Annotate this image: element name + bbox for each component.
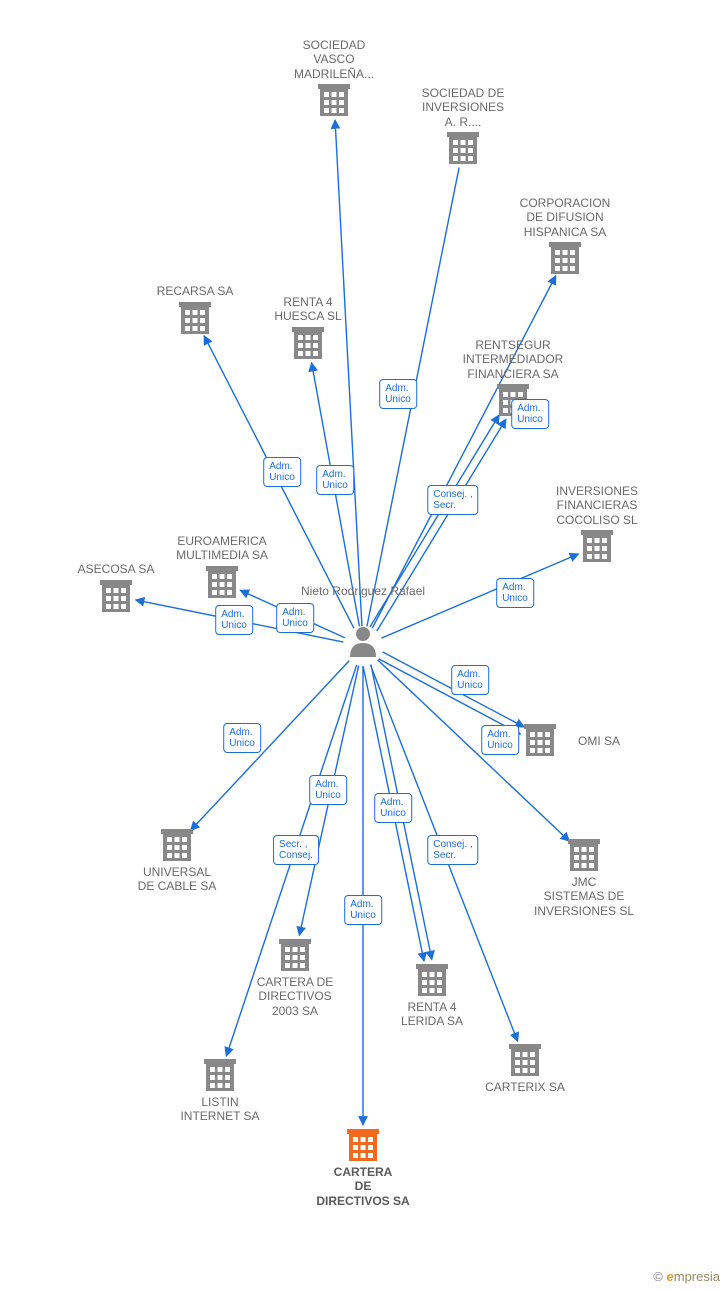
edge-label: Adm. Unico [263, 457, 301, 487]
building-icon [318, 84, 350, 116]
center-person-label: Nieto Rodriguez Rafael [301, 584, 425, 599]
company-label: UNIVERSAL DE CABLE SA [138, 865, 217, 894]
building-icon [206, 566, 238, 598]
edge-label: Consej. , Secr. [427, 485, 478, 515]
building-icon [204, 1059, 236, 1091]
company-label: RENTA 4 LERIDA SA [401, 1000, 463, 1029]
company-label: JMC SISTEMAS DE INVERSIONES SL [534, 875, 634, 918]
brand-e: e [667, 1269, 674, 1284]
building-icon [347, 1129, 379, 1161]
edge-label: Adm. Unico [276, 603, 314, 633]
company-label: CARTERA DE DIRECTIVOS SA [316, 1165, 409, 1208]
building-icon [447, 132, 479, 164]
copyright: © empresia [653, 1269, 720, 1284]
company-label: RECARSA SA [157, 284, 234, 298]
edge-label: Adm. Unico [496, 578, 534, 608]
company-label: RENTSEGUR INTERMEDIADOR FINANCIERA SA [463, 338, 564, 381]
edge-label: Adm. Unico [511, 399, 549, 429]
company-label: CORPORACION DE DIFUSION HISPANICA SA [520, 196, 611, 239]
edge-label: Consej. , Secr. [427, 835, 478, 865]
building-icon [100, 580, 132, 612]
brand-rest: mpresia [674, 1269, 720, 1284]
copyright-symbol: © [653, 1269, 663, 1284]
building-icon [416, 964, 448, 996]
building-icon [292, 327, 324, 359]
edge-label: Adm. Unico [374, 793, 412, 823]
company-label: INVERSIONES FINANCIERAS COCOLISO SL [556, 484, 638, 527]
building-icon [581, 530, 613, 562]
building-icon [568, 839, 600, 871]
edge-label: Adm. Unico [223, 723, 261, 753]
company-label: CARTERA DE DIRECTIVOS 2003 SA [257, 975, 333, 1018]
edge-line [379, 659, 521, 734]
edge-label: Adm. Unico [215, 605, 253, 635]
building-icon [524, 724, 556, 756]
company-label: ASECOSA SA [78, 562, 155, 576]
company-label: LISTIN INTERNET SA [180, 1095, 259, 1124]
building-icon [161, 829, 193, 861]
edge-label: Adm. Unico [344, 895, 382, 925]
edge-label: Adm. Unico [379, 379, 417, 409]
edge-label: Adm. Unico [309, 775, 347, 805]
edge-line [335, 120, 362, 626]
person-icon [350, 627, 376, 657]
company-label: RENTA 4 HUESCA SL [274, 295, 341, 324]
building-icon [549, 242, 581, 274]
company-label: SOCIEDAD VASCO MADRILEÑA... [294, 38, 374, 81]
building-icon [179, 302, 211, 334]
edge-label: Adm. Unico [316, 465, 354, 495]
edge-label: Adm. Unico [481, 725, 519, 755]
company-label: SOCIEDAD DE INVERSIONES A. R.... [422, 86, 505, 129]
building-icon [509, 1044, 541, 1076]
edge-label: Adm. Unico [451, 665, 489, 695]
edge-line [377, 419, 506, 631]
company-label: CARTERIX SA [485, 1080, 565, 1094]
edge-label: Secr. , Consej. [273, 835, 319, 865]
company-label: OMI SA [578, 734, 620, 748]
building-icon [279, 939, 311, 971]
company-label: EUROAMERICA MULTIMEDIA SA [176, 534, 268, 563]
diagram-svg [0, 0, 728, 1290]
